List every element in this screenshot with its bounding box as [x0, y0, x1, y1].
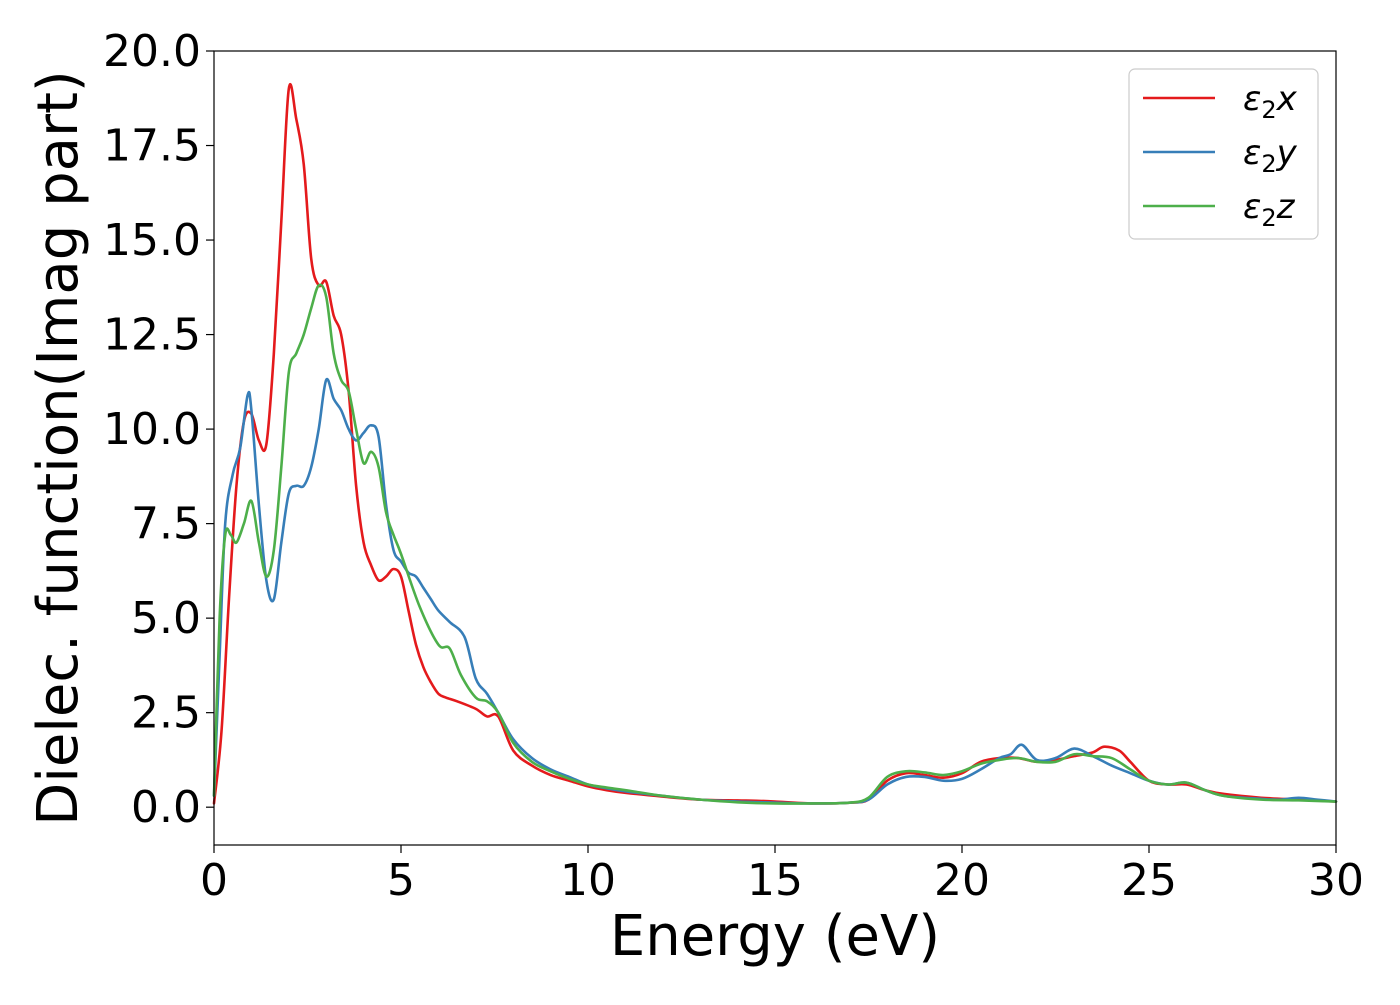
legend-label-z: ε2z [1243, 187, 1296, 232]
x-tick-label: 10 [560, 855, 616, 906]
legend: ε2x ε2y ε2z [1128, 68, 1319, 240]
x-tick-label: 25 [1121, 855, 1177, 906]
y-tick-label: 0.0 [131, 782, 201, 833]
x-tick-label: 0 [200, 855, 228, 906]
plot-frame [213, 50, 1337, 846]
legend-label-y: ε2y [1243, 133, 1298, 178]
y-tick-label: 20.0 [103, 26, 201, 77]
x-tick-label: 5 [387, 855, 415, 906]
x-axis-title: Energy (eV) [610, 904, 940, 969]
y-tick-label: 12.5 [103, 310, 201, 361]
legend-label-x: ε2x [1243, 79, 1298, 124]
series-line-z [212, 283, 1338, 805]
y-tick-label: 7.5 [131, 499, 201, 550]
axis-ticks: 0 5 10 15 20 25 30 0.0 2.5 5.0 7.5 10.0 12.5 15.0 17.5… [103, 26, 1364, 906]
legend-box [1128, 68, 1319, 240]
x-tick-label: 20 [934, 855, 990, 906]
x-tick-label: 30 [1308, 855, 1364, 906]
y-tick-label: 10.0 [103, 404, 201, 455]
y-tick-label: 17.5 [103, 121, 201, 172]
y-tick-label: 15.0 [103, 215, 201, 266]
y-axis-title: Dielec. function(Imag part) [26, 70, 91, 826]
y-tick-label: 2.5 [131, 688, 201, 739]
y-tick-label: 5.0 [131, 593, 201, 644]
plot-area [212, 83, 1338, 805]
x-tick-label: 15 [747, 855, 803, 906]
series-line-y [212, 377, 1338, 805]
